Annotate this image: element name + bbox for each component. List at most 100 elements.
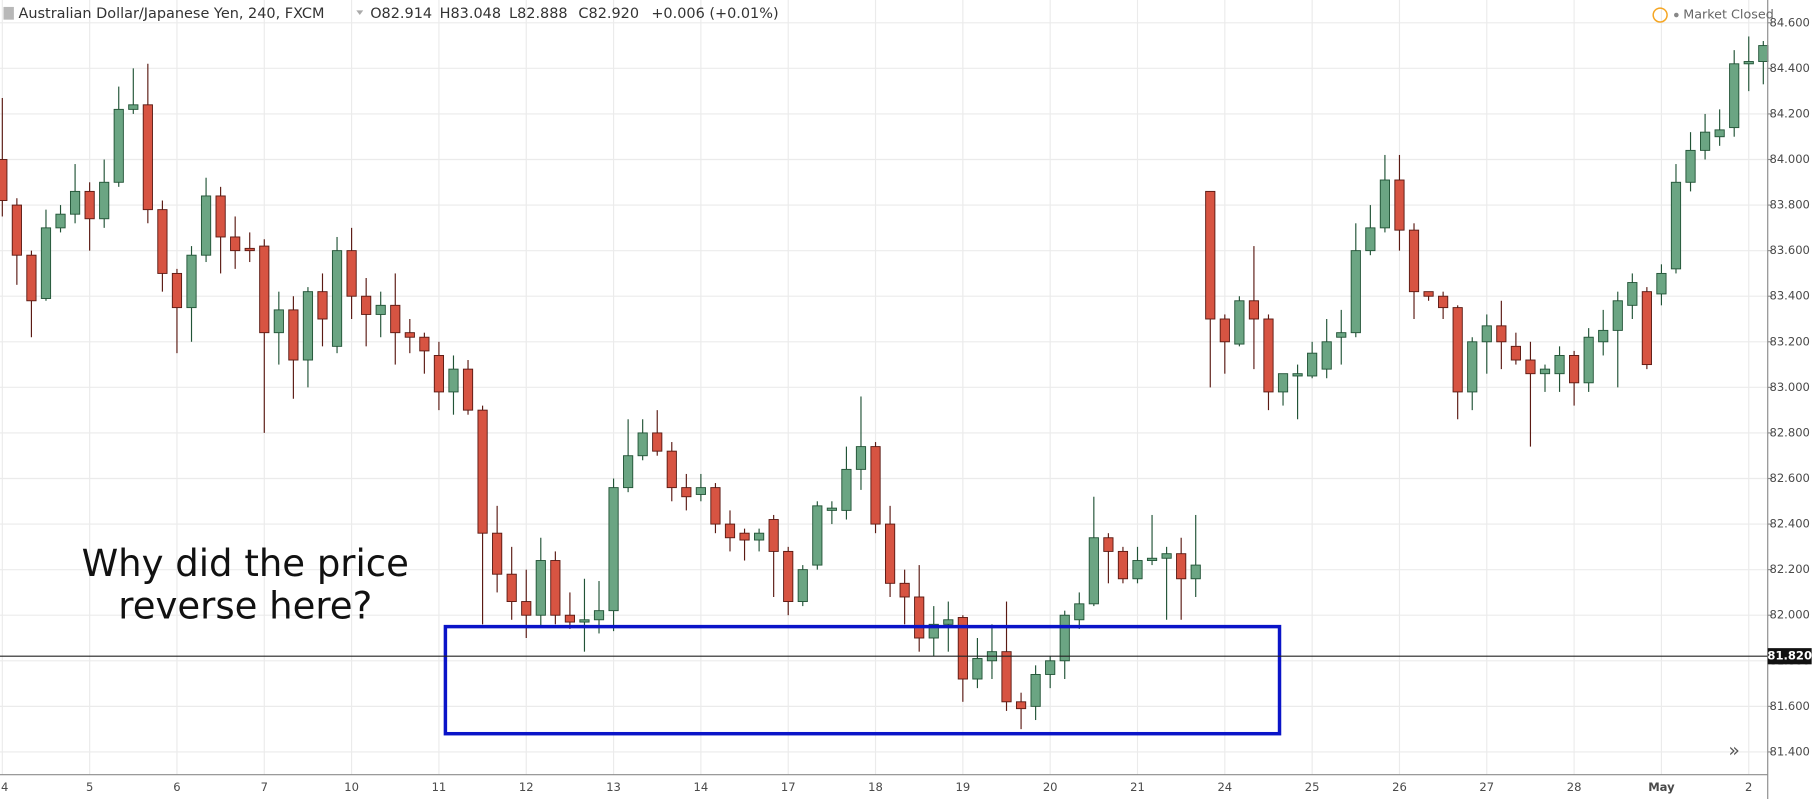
candle-body: [492, 532, 503, 575]
candle-body: [1103, 537, 1114, 552]
overlays: [0, 624, 1768, 736]
close-value: C82.920: [578, 6, 639, 22]
candle-body: [957, 617, 968, 680]
candle-body: [855, 446, 867, 470]
candle-body: [521, 601, 532, 616]
x-tick-label: 4: [1, 780, 8, 794]
candle-body: [317, 291, 328, 320]
y-tick-label: 84.400: [1769, 61, 1809, 75]
y-tick-label: 83.800: [1769, 198, 1809, 212]
candle-body: [1015, 701, 1027, 710]
candle-body: [273, 309, 284, 334]
y-tick-label: 83.200: [1769, 334, 1809, 348]
candle-body: [1379, 179, 1391, 229]
candle-body: [652, 432, 663, 452]
candle-body: [361, 295, 372, 315]
candle-body: [244, 247, 255, 252]
candle-body: [331, 250, 343, 347]
candle-body: [230, 236, 241, 252]
candles: [0, 36, 1769, 730]
y-tick-label: 81.600: [1769, 699, 1809, 713]
candle-body: [186, 254, 197, 309]
annotation-line: reverse here?: [118, 585, 372, 628]
candle-body: [1176, 553, 1187, 580]
candle-body: [1510, 345, 1521, 361]
x-tick-label: 14: [694, 780, 709, 794]
y-tick-label: 81.400: [1769, 744, 1809, 758]
candle-body: [448, 368, 459, 393]
candle-body: [113, 108, 124, 183]
candle-body: [1350, 250, 1361, 334]
candle-body: [1729, 63, 1740, 129]
candle-body: [1277, 373, 1289, 393]
candle-body: [1539, 368, 1551, 375]
candle-body: [1467, 341, 1478, 393]
candle-body: [11, 204, 22, 256]
candle-body: [375, 304, 386, 315]
dropdown-icon[interactable]: [356, 10, 364, 16]
x-tick-label: 25: [1305, 780, 1320, 794]
candle-body: [462, 368, 474, 411]
low-value: L82.888: [509, 6, 568, 22]
candle-body: [259, 245, 270, 334]
candle-body: [40, 227, 52, 299]
x-tick-label: 5: [86, 780, 93, 794]
candle-body: [1088, 537, 1099, 605]
candle-body: [550, 560, 561, 616]
candle-body: [1598, 329, 1609, 343]
candle-body: [26, 254, 37, 302]
candle-body: [1583, 336, 1594, 384]
candle-body: [1452, 307, 1463, 393]
status-icon: [1652, 7, 1668, 23]
candle-body: [419, 336, 430, 352]
y-tick-label: 82.400: [1769, 517, 1809, 531]
market-status: Market Closed: [1683, 7, 1774, 22]
candle-body: [1263, 318, 1274, 393]
candle-body: [1641, 291, 1652, 366]
candle-body: [535, 560, 546, 616]
candle-body: [1001, 651, 1012, 703]
candle-body: [681, 487, 692, 498]
candle-body: [1481, 325, 1492, 343]
candle-body: [623, 455, 634, 489]
candle-body: [1423, 291, 1434, 297]
candle-body: [1700, 131, 1711, 151]
status-dot: [1674, 12, 1679, 18]
y-tick-label: 83.600: [1769, 243, 1809, 257]
x-tick-label: 12: [519, 780, 534, 794]
y-tick-label: 84.600: [1769, 15, 1809, 29]
x-tick-label: 7: [261, 780, 268, 794]
candle-body: [724, 523, 736, 539]
x-tick-label: 19: [956, 780, 971, 794]
candle-body: [564, 614, 575, 623]
candle-body: [1365, 227, 1376, 252]
candle-body: [1758, 45, 1769, 62]
candle-body: [1205, 190, 1216, 320]
scroll-button[interactable]: »: [1729, 741, 1740, 762]
candle-body: [1234, 300, 1245, 345]
candle-body: [142, 104, 153, 211]
open-value: O82.914: [370, 6, 432, 22]
x-tick-label: 28: [1567, 780, 1582, 794]
candle-body: [1292, 373, 1303, 377]
candle-body: [826, 507, 837, 511]
candle-body: [1336, 332, 1347, 338]
candle-body: [695, 487, 706, 495]
candle-body: [884, 523, 896, 584]
candle-body: [754, 532, 765, 541]
candle-body: [841, 468, 852, 511]
candle-body: [637, 432, 648, 457]
candle-body: [1670, 181, 1682, 270]
candle-body: [1743, 61, 1754, 65]
y-tick-label: 82.600: [1769, 471, 1809, 485]
candle-body: [1146, 557, 1158, 561]
candle-body: [506, 573, 517, 603]
candle-body: [200, 195, 212, 256]
candle-body: [943, 619, 954, 625]
candle-body: [477, 409, 488, 534]
candle-body: [1394, 179, 1405, 231]
x-tick-label: 24: [1217, 780, 1232, 794]
